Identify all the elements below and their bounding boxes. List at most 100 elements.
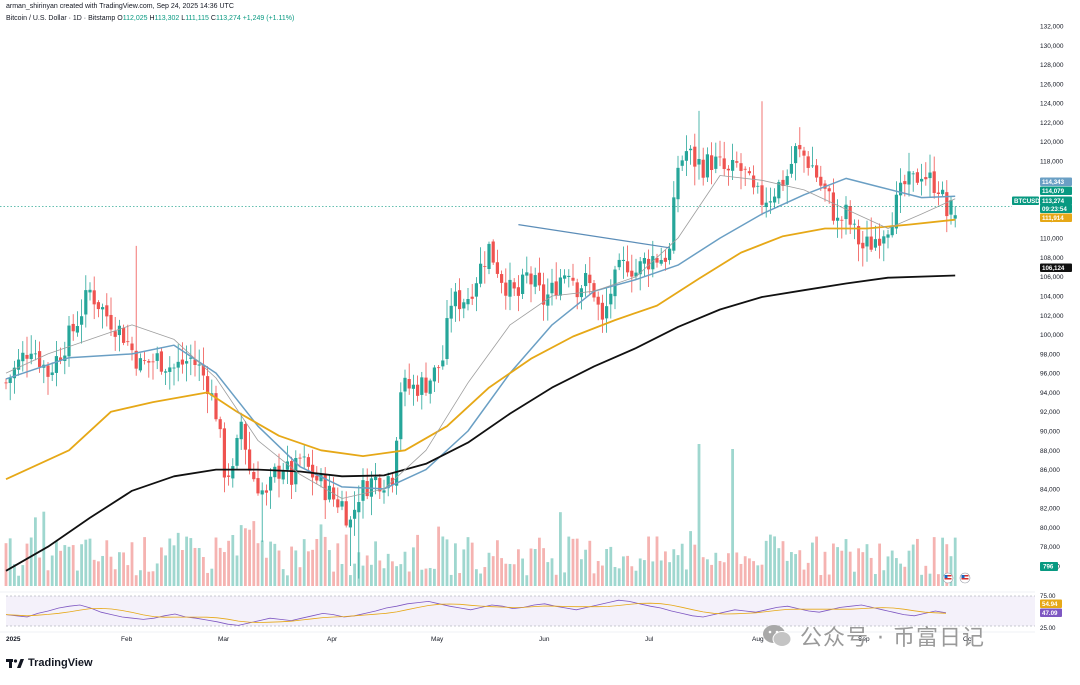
candle-body bbox=[819, 176, 823, 186]
candle-body bbox=[445, 318, 449, 360]
volume-bar bbox=[235, 555, 239, 586]
candle-body bbox=[306, 457, 310, 467]
candle-body bbox=[852, 223, 856, 225]
candle-body bbox=[605, 306, 609, 319]
volume-bar bbox=[382, 568, 386, 586]
time-axis-label: Jul bbox=[645, 636, 654, 643]
volume-bar bbox=[445, 539, 449, 586]
volume-bar bbox=[395, 566, 398, 586]
volume-bar bbox=[214, 537, 218, 586]
candle-body bbox=[907, 171, 911, 185]
candle-body bbox=[403, 377, 407, 392]
candle-body bbox=[806, 156, 810, 168]
volume-bar bbox=[790, 552, 793, 586]
candle-body bbox=[941, 189, 945, 195]
volume-bar bbox=[580, 559, 583, 586]
candle-body bbox=[752, 175, 756, 188]
volume-bar bbox=[853, 571, 856, 586]
symbol-label[interactable]: Bitcoin / U.S. Dollar · 1D · Bitstamp bbox=[6, 15, 116, 22]
volume-bar bbox=[680, 543, 684, 586]
candle-body bbox=[29, 353, 33, 360]
volume-bar bbox=[218, 547, 222, 586]
candle-body bbox=[815, 165, 819, 178]
volume-bar bbox=[689, 531, 692, 586]
candle-body bbox=[630, 270, 634, 277]
volume-bar bbox=[743, 556, 747, 586]
volume-bar bbox=[244, 528, 247, 586]
volume-bar bbox=[622, 556, 625, 586]
volume-bar bbox=[361, 565, 365, 586]
candle-body bbox=[105, 305, 109, 317]
candle-body bbox=[529, 273, 533, 285]
tradingview-wordmark: TradingView bbox=[28, 657, 93, 669]
volume-bar bbox=[626, 555, 629, 586]
candle-body bbox=[189, 357, 193, 359]
rsi-tag-bg bbox=[1040, 599, 1062, 608]
volume-bar bbox=[844, 539, 848, 586]
candle-body bbox=[416, 384, 420, 396]
candle-body bbox=[945, 192, 949, 217]
volume-bar bbox=[130, 542, 134, 586]
candle-body bbox=[336, 499, 340, 508]
candle-body bbox=[4, 382, 8, 384]
price-tag-bg bbox=[1040, 213, 1072, 222]
volume-bar bbox=[706, 559, 709, 586]
volume-bar bbox=[311, 549, 314, 586]
candle-body bbox=[311, 464, 315, 478]
candle-body bbox=[378, 478, 382, 492]
volume-bar bbox=[424, 568, 428, 586]
volume-bar bbox=[181, 550, 184, 586]
candle-body bbox=[642, 258, 646, 264]
tradingview-logo[interactable]: TradingView bbox=[6, 657, 93, 669]
candle-body bbox=[558, 277, 562, 296]
candle-body bbox=[273, 466, 277, 478]
candle-body bbox=[500, 274, 504, 283]
price-tag-bg bbox=[1040, 263, 1072, 272]
candle-body bbox=[109, 314, 113, 330]
volume-bar bbox=[139, 570, 142, 586]
price-axis-tick: 100,000 bbox=[1040, 332, 1064, 339]
candle-body bbox=[836, 217, 840, 221]
rsi-tag-bg bbox=[1040, 608, 1062, 617]
volume-bar bbox=[164, 555, 167, 586]
volume-bar bbox=[727, 553, 730, 586]
candle-body bbox=[130, 343, 134, 351]
candle-body bbox=[96, 302, 100, 310]
volume-bar bbox=[651, 561, 655, 586]
candle-body bbox=[920, 178, 924, 182]
volume-bar bbox=[92, 559, 96, 586]
candle-body bbox=[411, 384, 415, 389]
candle-body bbox=[458, 290, 462, 310]
candle-body bbox=[554, 281, 558, 296]
candle-body bbox=[659, 259, 663, 264]
price-tag: BTCUSD bbox=[1014, 198, 1040, 205]
volume-bar bbox=[260, 540, 264, 586]
volume-bar bbox=[391, 561, 394, 586]
candle-body bbox=[634, 272, 638, 277]
price-axis-tick: 106,000 bbox=[1040, 274, 1064, 281]
volume-bar bbox=[592, 573, 596, 586]
volume-bar bbox=[487, 552, 491, 586]
candle-body bbox=[676, 167, 680, 200]
volume-bar bbox=[76, 570, 79, 586]
volume-bar bbox=[504, 563, 508, 586]
volume-bar bbox=[878, 543, 881, 586]
volume-bar bbox=[823, 551, 827, 586]
volume-bar bbox=[189, 538, 193, 586]
candle-body bbox=[773, 196, 777, 203]
candle-body bbox=[164, 371, 168, 373]
candle-body bbox=[915, 172, 919, 183]
volume-bar bbox=[147, 571, 151, 586]
volume-bar bbox=[336, 543, 340, 586]
candle-body bbox=[626, 261, 630, 273]
candle-body bbox=[357, 502, 361, 513]
candle-body bbox=[894, 194, 898, 229]
candle-body bbox=[122, 327, 126, 343]
volume-bar bbox=[710, 564, 713, 586]
price-axis-tick: 98,000 bbox=[1040, 351, 1060, 358]
price-tag: 114,343 bbox=[1042, 179, 1065, 186]
candle-body bbox=[54, 356, 58, 373]
candle-body bbox=[810, 165, 814, 167]
candle-body bbox=[789, 163, 793, 174]
